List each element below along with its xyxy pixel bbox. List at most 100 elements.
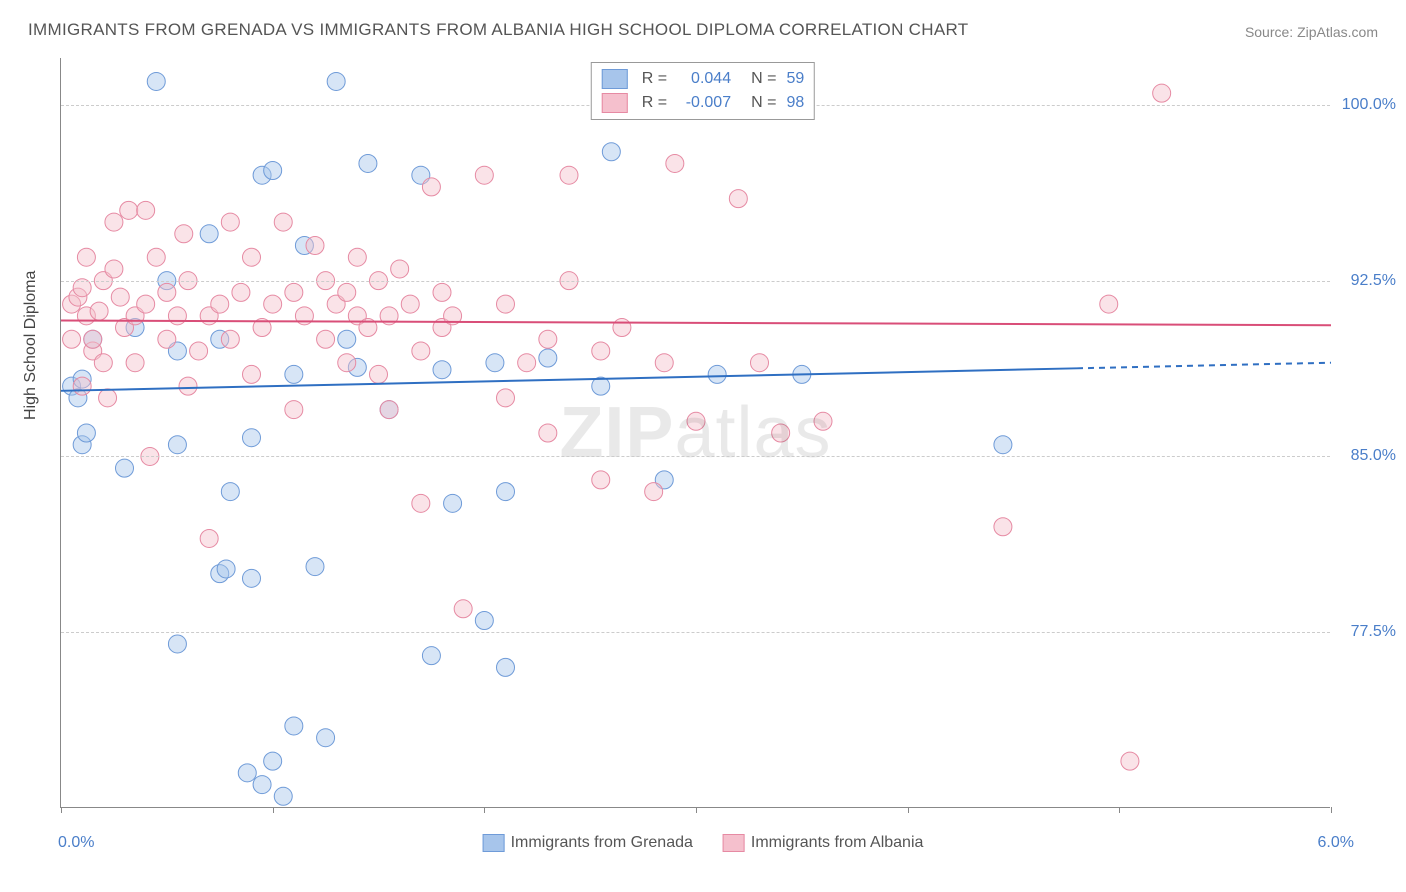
scatter-point	[221, 483, 239, 501]
scatter-point	[168, 635, 186, 653]
scatter-point	[285, 717, 303, 735]
x-tick-mark	[1331, 807, 1332, 813]
legend-correlation-row: R =-0.007N =98	[602, 91, 804, 115]
x-tick-mark	[908, 807, 909, 813]
scatter-point	[264, 752, 282, 770]
legend-correlation-row: R =0.044N =59	[602, 67, 804, 91]
scatter-point	[232, 283, 250, 301]
scatter-point	[179, 377, 197, 395]
gridline-horizontal	[61, 632, 1330, 633]
r-value: -0.007	[677, 94, 731, 112]
legend-series-item: Immigrants from Albania	[723, 834, 924, 852]
scatter-point	[243, 429, 261, 447]
n-value: 59	[786, 70, 804, 88]
scatter-point	[422, 178, 440, 196]
scatter-point	[211, 295, 229, 313]
x-axis-max-label: 6.0%	[1318, 834, 1354, 852]
source-name: ZipAtlas.com	[1297, 24, 1378, 40]
scatter-point	[200, 225, 218, 243]
r-value: 0.044	[677, 70, 731, 88]
scatter-point	[539, 330, 557, 348]
y-tick-label: 77.5%	[1351, 623, 1396, 641]
scatter-point	[370, 365, 388, 383]
scatter-point	[274, 787, 292, 805]
scatter-point	[602, 143, 620, 161]
y-axis-label: High School Diploma	[22, 271, 40, 420]
scatter-point	[412, 494, 430, 512]
scatter-point	[433, 361, 451, 379]
r-label: R =	[642, 94, 667, 112]
legend-swatch	[723, 834, 745, 852]
scatter-point	[63, 330, 81, 348]
scatter-point	[158, 283, 176, 301]
scatter-point	[243, 569, 261, 587]
scatter-point	[613, 319, 631, 337]
x-axis-min-label: 0.0%	[58, 834, 94, 852]
scatter-point	[433, 283, 451, 301]
scatter-point	[306, 558, 324, 576]
scatter-point	[137, 295, 155, 313]
trend-line-extrapolated	[1077, 363, 1331, 369]
scatter-point	[994, 436, 1012, 454]
scatter-point	[422, 647, 440, 665]
scatter-point	[518, 354, 536, 372]
legend-swatch	[602, 69, 628, 89]
scatter-point	[285, 283, 303, 301]
scatter-point	[99, 389, 117, 407]
scatter-point	[238, 764, 256, 782]
scatter-point	[94, 354, 112, 372]
gridline-horizontal	[61, 281, 1330, 282]
scatter-point	[687, 412, 705, 430]
scatter-point	[221, 330, 239, 348]
gridline-horizontal	[61, 456, 1330, 457]
y-tick-label: 100.0%	[1342, 96, 1396, 114]
scatter-point	[645, 483, 663, 501]
scatter-point	[338, 354, 356, 372]
series-legend: Immigrants from Grenada Immigrants from A…	[483, 834, 924, 852]
source-label: Source:	[1245, 24, 1297, 40]
scatter-point	[475, 166, 493, 184]
scatter-point	[253, 776, 271, 794]
scatter-point	[497, 295, 515, 313]
legend-swatch	[483, 834, 505, 852]
scatter-point	[1100, 295, 1118, 313]
scatter-point	[120, 201, 138, 219]
scatter-point	[994, 518, 1012, 536]
scatter-point	[359, 154, 377, 172]
scatter-point	[264, 295, 282, 313]
scatter-point	[147, 248, 165, 266]
scatter-point	[158, 330, 176, 348]
scatter-point	[77, 248, 95, 266]
x-tick-mark	[273, 807, 274, 813]
scatter-point	[105, 260, 123, 278]
scatter-point	[454, 600, 472, 618]
scatter-point	[497, 389, 515, 407]
scatter-point	[168, 307, 186, 325]
legend-series-item: Immigrants from Grenada	[483, 834, 693, 852]
scatter-point	[73, 377, 91, 395]
scatter-point	[217, 560, 235, 578]
scatter-point	[264, 162, 282, 180]
trend-line	[61, 321, 1331, 326]
scatter-point	[539, 349, 557, 367]
scatter-point	[327, 72, 345, 90]
scatter-point	[84, 330, 102, 348]
scatter-point	[539, 424, 557, 442]
scatter-point	[317, 729, 335, 747]
scatter-point	[412, 342, 430, 360]
scatter-point	[137, 201, 155, 219]
scatter-point	[391, 260, 409, 278]
n-value: 98	[786, 94, 804, 112]
scatter-point	[190, 342, 208, 360]
scatter-point	[317, 330, 335, 348]
scatter-point	[592, 342, 610, 360]
scatter-plot-svg	[61, 58, 1330, 807]
scatter-point	[560, 166, 578, 184]
x-tick-mark	[484, 807, 485, 813]
scatter-point	[77, 424, 95, 442]
scatter-point	[444, 494, 462, 512]
scatter-point	[475, 612, 493, 630]
scatter-point	[105, 213, 123, 231]
scatter-point	[111, 288, 129, 306]
legend-swatch	[602, 93, 628, 113]
